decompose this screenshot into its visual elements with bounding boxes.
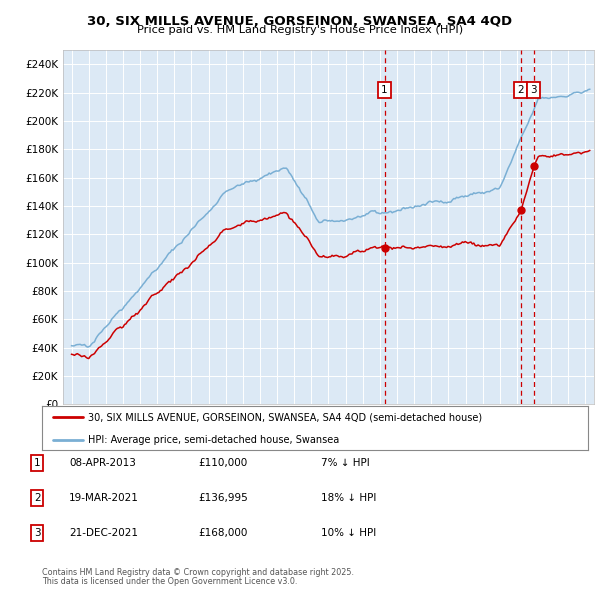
Text: 1: 1: [381, 85, 388, 95]
Text: 2: 2: [517, 85, 524, 95]
Text: 10% ↓ HPI: 10% ↓ HPI: [321, 528, 376, 538]
Text: 19-MAR-2021: 19-MAR-2021: [69, 493, 139, 503]
Text: 30, SIX MILLS AVENUE, GORSEINON, SWANSEA, SA4 4QD: 30, SIX MILLS AVENUE, GORSEINON, SWANSEA…: [88, 15, 512, 28]
Text: 3: 3: [530, 85, 537, 95]
Text: 1: 1: [34, 458, 41, 468]
Text: 7% ↓ HPI: 7% ↓ HPI: [321, 458, 370, 468]
Text: Contains HM Land Registry data © Crown copyright and database right 2025.: Contains HM Land Registry data © Crown c…: [42, 568, 354, 577]
Text: £136,995: £136,995: [198, 493, 248, 503]
Text: £110,000: £110,000: [198, 458, 247, 468]
Text: 30, SIX MILLS AVENUE, GORSEINON, SWANSEA, SA4 4QD (semi-detached house): 30, SIX MILLS AVENUE, GORSEINON, SWANSEA…: [88, 412, 482, 422]
Text: £168,000: £168,000: [198, 528, 247, 538]
Text: Price paid vs. HM Land Registry's House Price Index (HPI): Price paid vs. HM Land Registry's House …: [137, 25, 463, 35]
Text: 18% ↓ HPI: 18% ↓ HPI: [321, 493, 376, 503]
Text: 3: 3: [34, 528, 41, 538]
Text: 08-APR-2013: 08-APR-2013: [69, 458, 136, 468]
Text: 2: 2: [34, 493, 41, 503]
Text: 21-DEC-2021: 21-DEC-2021: [69, 528, 138, 538]
Text: HPI: Average price, semi-detached house, Swansea: HPI: Average price, semi-detached house,…: [88, 435, 340, 444]
Text: This data is licensed under the Open Government Licence v3.0.: This data is licensed under the Open Gov…: [42, 577, 298, 586]
